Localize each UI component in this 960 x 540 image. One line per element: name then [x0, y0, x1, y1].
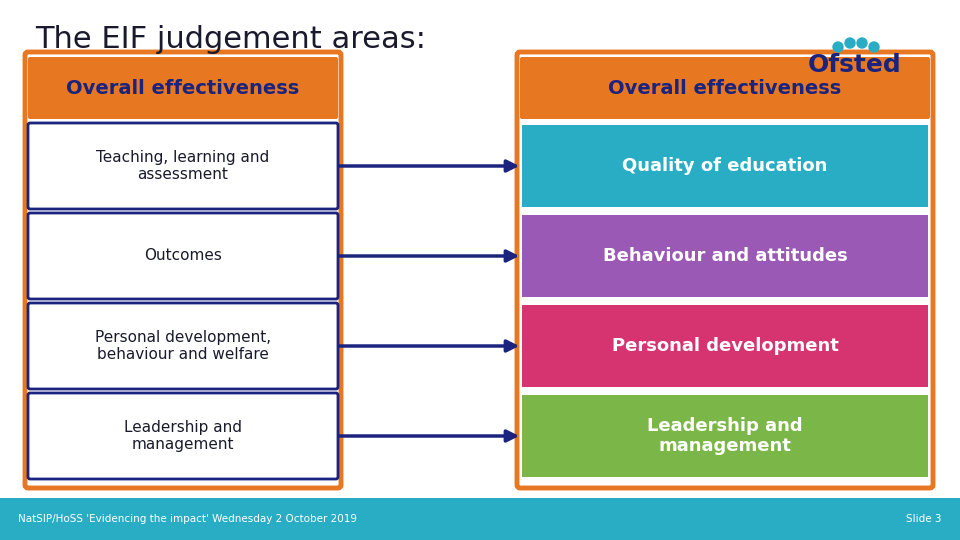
Circle shape	[845, 38, 855, 48]
Text: Ofsted: Ofsted	[808, 53, 901, 77]
Text: NatSIP/HoSS 'Evidencing the impact' Wednesday 2 October 2019: NatSIP/HoSS 'Evidencing the impact' Wedn…	[18, 514, 357, 524]
FancyBboxPatch shape	[28, 393, 338, 479]
Text: Overall effectiveness: Overall effectiveness	[66, 78, 300, 98]
Text: Leadership and
management: Leadership and management	[647, 416, 803, 455]
FancyBboxPatch shape	[28, 123, 338, 209]
FancyBboxPatch shape	[520, 57, 930, 119]
Text: The EIF judgement areas:: The EIF judgement areas:	[35, 25, 426, 55]
FancyBboxPatch shape	[0, 498, 960, 540]
FancyBboxPatch shape	[522, 125, 928, 207]
Text: Personal development,
behaviour and welfare: Personal development, behaviour and welf…	[95, 330, 271, 362]
FancyBboxPatch shape	[25, 52, 341, 488]
Text: Behaviour and attitudes: Behaviour and attitudes	[603, 247, 848, 265]
FancyBboxPatch shape	[28, 303, 338, 389]
FancyBboxPatch shape	[522, 395, 928, 477]
FancyBboxPatch shape	[522, 305, 928, 387]
Circle shape	[857, 38, 867, 48]
FancyBboxPatch shape	[28, 57, 338, 119]
FancyBboxPatch shape	[522, 215, 928, 297]
FancyBboxPatch shape	[28, 213, 338, 299]
Text: Personal development: Personal development	[612, 337, 838, 355]
Text: Quality of education: Quality of education	[622, 157, 828, 175]
Text: Leadership and
management: Leadership and management	[124, 420, 242, 452]
Circle shape	[833, 42, 843, 52]
Text: Overall effectiveness: Overall effectiveness	[609, 78, 842, 98]
FancyBboxPatch shape	[517, 52, 933, 488]
Circle shape	[869, 42, 879, 52]
Text: Outcomes: Outcomes	[144, 248, 222, 264]
Text: Slide 3: Slide 3	[906, 514, 942, 524]
Text: Teaching, learning and
assessment: Teaching, learning and assessment	[96, 150, 270, 182]
